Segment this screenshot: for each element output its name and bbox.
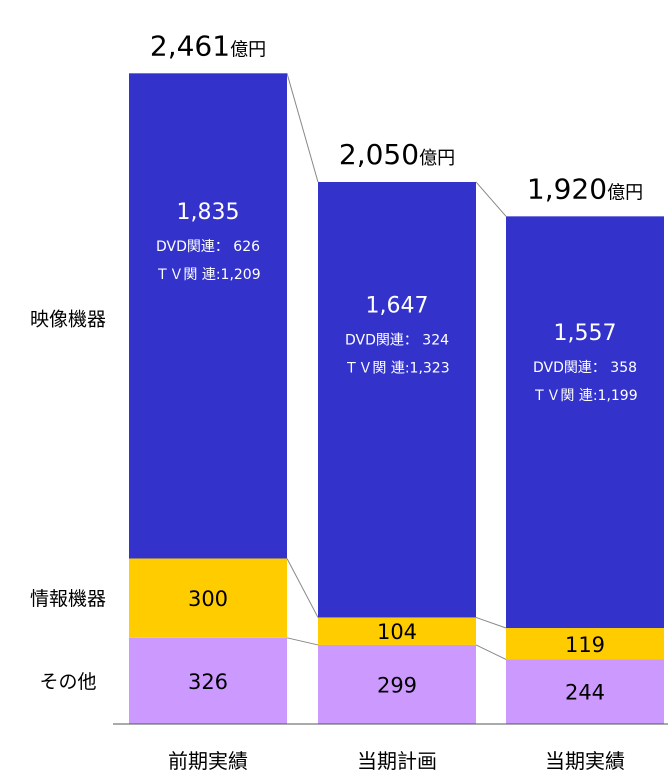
bar-その他-2 [506,659,664,724]
breakdown-label-2-1: ＴＶ関 連:1,199 [532,388,637,404]
total-label-1: 2,050億円 [339,138,455,171]
breakdown-label-2-0: DVD関連： 358 [533,360,637,376]
value-label-情報機器-1: 104 [377,620,417,644]
breakdown-label-1-0: DVD関連： 324 [345,333,449,349]
connector-lines [286,73,507,660]
bar-情報機器-2 [506,628,664,660]
bar-映像機器-0 [129,73,287,559]
bar-その他-1 [318,644,476,724]
connector-line-1-1 [475,644,507,660]
breakdown-label-0-0: DVD関連： 626 [156,239,260,255]
bar-映像機器-2 [506,216,664,629]
connector-line-0-1 [286,637,319,646]
labels: 326 300 1,835 DVD関連： 626 ＴＶ関 連:1,209 2,461億円前… [30,29,643,773]
bar-その他-0 [129,637,287,724]
value-label-その他-1: 299 [377,673,417,697]
bar-映像機器-1 [318,181,476,618]
connector-line-1-2 [475,616,507,629]
bars [129,73,664,724]
series-label-その他: その他 [39,671,96,693]
total-label-0: 2,461億円 [150,29,266,62]
value-label-その他-0: 326 [188,670,228,694]
category-label-2: 当期実績 [545,749,625,773]
connector-line-1-3 [475,181,507,217]
value-label-映像機器-2: 1,557 [554,321,617,346]
breakdown-label-1-1: ＴＶ関 連:1,323 [344,361,449,377]
connector-line-0-3 [286,73,319,183]
value-label-その他-2: 244 [565,681,605,705]
total-label-2: 1,920億円 [527,172,643,205]
value-label-映像機器-1: 1,647 [366,294,429,319]
value-label-情報機器-2: 119 [565,633,605,657]
breakdown-label-0-1: ＴＶ関 連:1,209 [155,267,260,283]
value-label-情報機器-0: 300 [188,587,228,611]
value-label-映像機器-0: 1,835 [177,200,240,225]
series-label-映像機器: 映像機器 [30,309,106,331]
category-label-0: 前期実績 [168,749,248,773]
series-label-情報機器: 情報機器 [30,588,106,610]
bar-情報機器-0 [129,558,287,638]
bar-情報機器-1 [318,617,476,645]
connector-line-0-2 [286,558,319,618]
category-label-1: 当期計画 [357,749,437,773]
